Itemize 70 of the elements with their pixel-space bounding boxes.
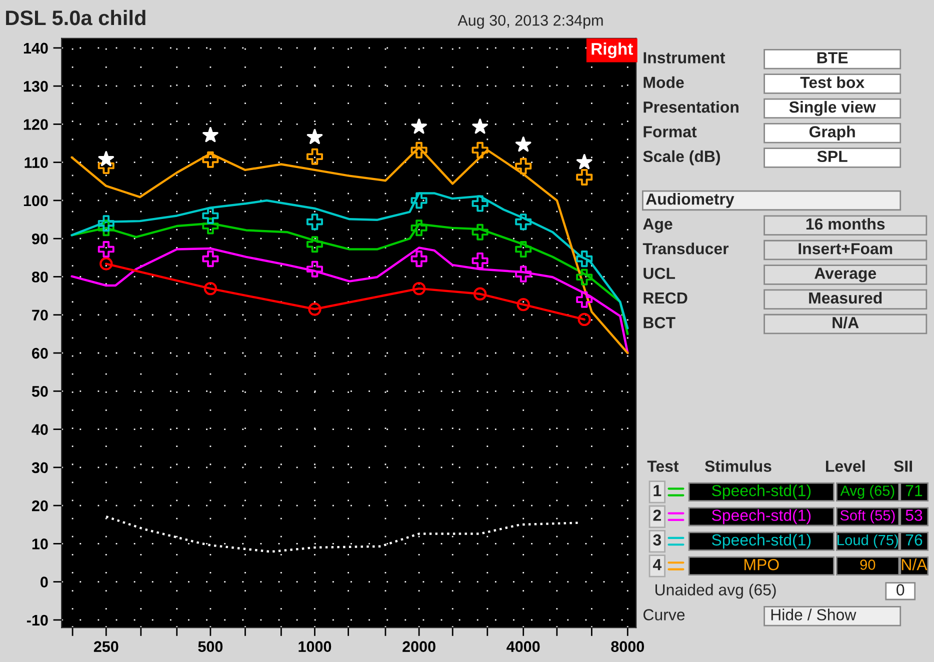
text: Age — [643, 218, 672, 233]
x-tick-label: 4000 — [506, 641, 540, 652]
text: Format — [644, 126, 697, 138]
y-tick-label: 120 — [24, 119, 48, 130]
annotation: Right — [592, 42, 633, 58]
text: Unaided avg (65) — [656, 584, 776, 599]
text: Stimulus — [704, 460, 772, 472]
y-tick-label: 140 — [24, 42, 48, 54]
text: Presentation — [644, 101, 738, 113]
text: 16 months — [806, 218, 885, 230]
y-tick-label: 0 — [40, 576, 48, 588]
text: 71 — [906, 485, 922, 496]
x-tick-label: 250 — [94, 641, 118, 652]
text: Test box — [800, 76, 864, 88]
x-tick-label: 500 — [198, 641, 223, 652]
text: 2 — [653, 510, 661, 521]
text: Audiometry — [646, 193, 734, 208]
y-tick-label: 40 — [32, 424, 48, 435]
text: Graph — [809, 126, 855, 141]
text: 53 — [906, 510, 922, 521]
text: 90 — [860, 560, 876, 570]
text: Average — [814, 268, 876, 282]
y-tick-label: 20 — [32, 500, 48, 512]
text: Scale (dB) — [643, 150, 720, 166]
text: 0 — [896, 584, 904, 596]
y-tick-label: 50 — [32, 386, 48, 397]
text: Soft (55) — [840, 510, 895, 524]
text: Hide / Show — [771, 608, 856, 620]
text: Speech-std(1) — [712, 509, 811, 524]
text: BTE — [817, 52, 848, 64]
x-tick-label: 2000 — [402, 641, 436, 652]
text: RECD — [644, 292, 688, 304]
y-tick-label: 100 — [24, 195, 48, 206]
y-tick-label: -10 — [26, 614, 48, 626]
chart-subtitle: Aug 30, 2013 2:34pm — [458, 14, 603, 29]
chart-title: DSL 5.0a child — [6, 10, 146, 26]
text: Curve — [643, 609, 685, 620]
text: Mode — [644, 76, 684, 88]
y-tick-label: 80 — [32, 272, 48, 282]
text: Speech-std(1) — [712, 534, 811, 549]
text: Single view — [789, 100, 876, 116]
text: BCT — [644, 317, 676, 328]
text: 3 — [653, 534, 662, 546]
x-tick-label: 1000 — [298, 641, 332, 652]
text: 76 — [906, 534, 922, 546]
text: 4 — [652, 559, 662, 570]
text: Level — [826, 460, 865, 472]
text: Insert+Foam — [798, 243, 892, 254]
text: UCL — [644, 268, 676, 279]
y-tick-label: 30 — [32, 462, 48, 474]
text: N/A — [902, 558, 928, 570]
text: N/A — [832, 316, 859, 328]
text: Instrument — [644, 52, 726, 64]
y-tick-label: 60 — [32, 348, 48, 359]
text: Avg (65) — [840, 485, 894, 499]
y-tick-label: 90 — [32, 233, 48, 244]
text: MPO — [744, 558, 779, 570]
text: SII — [894, 460, 912, 472]
text: Test — [647, 460, 679, 472]
x-tick-label: 8000 — [611, 641, 644, 652]
text: Measured — [809, 292, 882, 304]
text: SPL — [817, 150, 848, 162]
y-tick-label: 110 — [24, 157, 48, 168]
text: Transducer — [642, 242, 729, 254]
text: Loud (75) — [838, 534, 898, 548]
y-tick-label: 70 — [32, 310, 48, 321]
y-tick-label: 10 — [32, 538, 48, 550]
text: 1 — [654, 485, 662, 496]
text: Speech-std(1) — [712, 484, 811, 500]
y-tick-label: 130 — [24, 80, 48, 92]
